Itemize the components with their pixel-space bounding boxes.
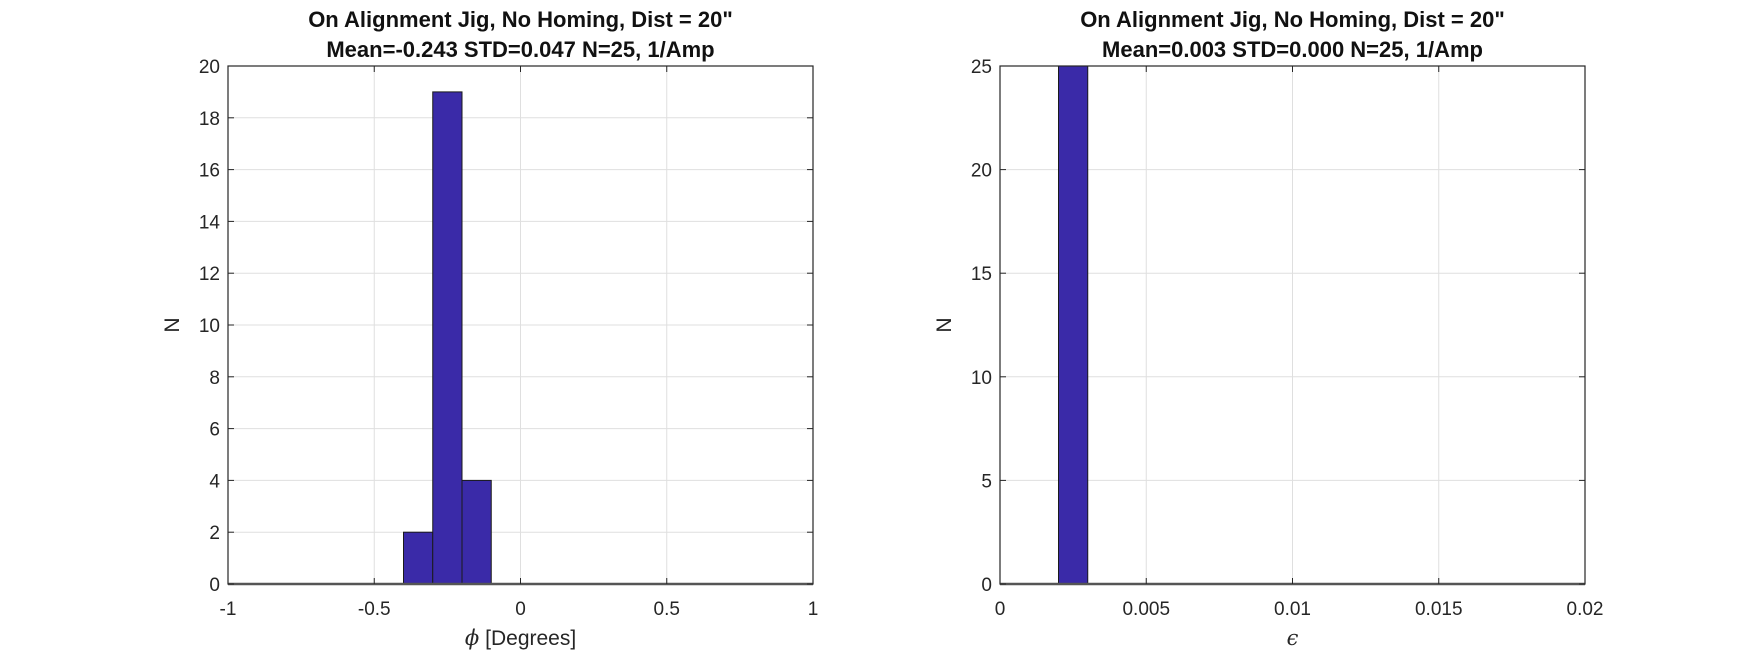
y-axis-label: N — [933, 317, 956, 332]
epsilon-histogram-panel: 0 0.005 0.01 0.015 0.02 0 5 10 15 20 25 On Alignmen… — [933, 7, 1603, 650]
chart-title: On Alignment Jig, No Homing, Dist = 20" — [308, 7, 733, 32]
histogram-bar — [403, 531, 434, 585]
x-tick-label: 0.02 — [1567, 599, 1604, 620]
x-axis-symbol: ϵ — [1287, 626, 1299, 650]
y-axis-label: N — [161, 317, 184, 332]
x-axis-label: ϵ — [1287, 626, 1299, 650]
y-tick-label: 12 — [199, 264, 220, 285]
y-tick-label: 0 — [981, 575, 992, 596]
y-tick-label: 4 — [209, 471, 220, 492]
x-tick-label: 0.01 — [1274, 599, 1311, 620]
x-tick-label: 0 — [515, 599, 526, 620]
y-tick-label: 8 — [209, 368, 220, 389]
y-tick-label: 14 — [199, 212, 221, 233]
chart-subtitle: Mean=-0.243 STD=0.047 N=25, 1/Amp — [326, 37, 714, 62]
x-tick-label: 0.005 — [1122, 599, 1170, 620]
y-tick-label: 15 — [971, 264, 992, 285]
x-tick-label: -1 — [220, 599, 237, 620]
y-tick-label: 5 — [981, 471, 992, 492]
histogram-bar — [432, 91, 463, 585]
x-tick-label: 0.5 — [654, 599, 680, 620]
chart-subtitle: Mean=0.003 STD=0.000 N=25, 1/Amp — [1102, 37, 1483, 62]
y-tick-label: 6 — [209, 420, 220, 441]
y-tick-label: 2 — [209, 523, 220, 544]
x-axis-symbol: ϕ — [465, 626, 479, 650]
x-tick-label: 0.015 — [1415, 599, 1463, 620]
histogram-bar — [1058, 65, 1089, 585]
y-tick-label: 16 — [199, 161, 220, 182]
y-tick-label: 25 — [971, 57, 992, 78]
histogram-bar — [461, 479, 492, 585]
x-axis-unit: [Degrees] — [485, 627, 576, 650]
x-tick-label: 1 — [808, 599, 819, 620]
y-tick-label: 20 — [199, 57, 220, 78]
chart-title: On Alignment Jig, No Homing, Dist = 20" — [1080, 7, 1505, 32]
y-tick-label: 18 — [199, 109, 220, 130]
x-axis-label: ϕ [Degrees] — [465, 626, 576, 650]
x-tick-label: -0.5 — [358, 599, 391, 620]
x-tick-label: 0 — [995, 599, 1006, 620]
y-tick-label: 20 — [971, 161, 992, 182]
y-tick-label: 10 — [199, 316, 220, 337]
y-tick-label: 10 — [971, 368, 992, 389]
y-tick-label: 0 — [209, 575, 220, 596]
